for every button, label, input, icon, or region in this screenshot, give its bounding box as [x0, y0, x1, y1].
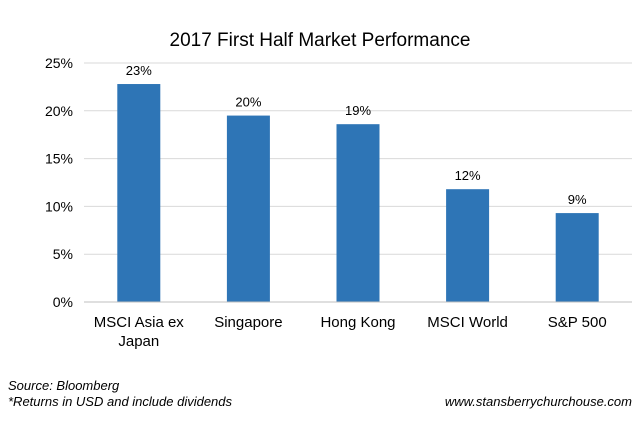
data-label: 12% [455, 168, 481, 183]
y-tick-label: 10% [45, 198, 73, 214]
x-tick-label: Japan [118, 333, 159, 350]
returns-footnote: *Returns in USD and include dividends [8, 394, 233, 409]
bar [555, 213, 599, 302]
bar [117, 84, 161, 302]
y-tick-label: 0% [53, 294, 73, 310]
x-axis-ticks: MSCI Asia ex Japan Singapore Hong Kong MSCI … [94, 314, 607, 350]
data-label: 9% [568, 192, 587, 207]
y-tick-label: 20% [45, 103, 73, 119]
data-label: 23% [126, 63, 152, 78]
x-tick-label: Hong Kong [320, 314, 395, 331]
data-label: 20% [235, 95, 261, 110]
x-tick-label: Singapore [214, 314, 282, 331]
bar [226, 115, 270, 302]
bar [446, 189, 490, 302]
data-labels: 23% 20% 19% 12% 9% [126, 63, 587, 207]
y-tick-label: 15% [45, 151, 73, 167]
y-axis-ticks: 0% 5% 10% 15% 20% 25% [45, 55, 73, 310]
x-tick-label: S&P 500 [548, 314, 607, 331]
x-tick-label: MSCI World [427, 314, 508, 331]
y-tick-label: 5% [53, 246, 73, 262]
source-note: Source: Bloomberg [8, 378, 120, 393]
bar [336, 124, 380, 303]
website-credit: www.stansberrychurchouse.com [444, 394, 632, 409]
y-tick-label: 25% [45, 55, 73, 71]
x-tick-label: MSCI Asia ex [94, 314, 185, 331]
data-label: 19% [345, 103, 371, 118]
bars [117, 84, 599, 303]
chart-title: 2017 First Half Market Performance [170, 30, 471, 51]
